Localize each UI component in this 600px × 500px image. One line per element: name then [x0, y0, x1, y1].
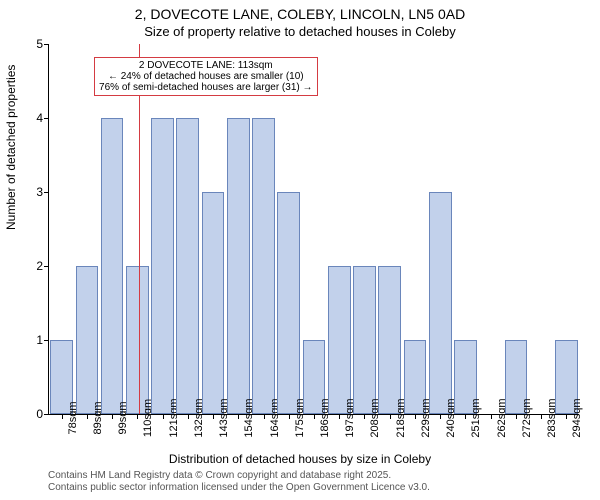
annotation-line1: 2 DOVECOTE LANE: 113sqm: [99, 60, 312, 71]
xtick-mark: [566, 414, 567, 419]
plot-area: 01234578sqm89sqm99sqm110sqm121sqm132sqm1…: [48, 44, 579, 415]
xtick-mark: [289, 414, 290, 419]
ytick-label: 0: [36, 407, 43, 421]
histogram-bar: [277, 192, 300, 414]
histogram-bar: [126, 266, 149, 414]
xtick-mark: [465, 414, 466, 419]
reference-vline: [139, 44, 140, 414]
histogram-bar: [151, 118, 174, 414]
ytick-label: 3: [36, 185, 43, 199]
ytick-mark: [44, 266, 49, 267]
xtick-mark: [415, 414, 416, 419]
xtick-mark: [541, 414, 542, 419]
histogram-bar: [202, 192, 225, 414]
histogram-bar: [76, 266, 99, 414]
xtick-mark: [440, 414, 441, 419]
xtick-mark: [137, 414, 138, 419]
ytick-mark: [44, 192, 49, 193]
histogram-bar: [328, 266, 351, 414]
histogram-bar: [353, 266, 376, 414]
histogram-bar: [227, 118, 250, 414]
histogram-bar: [101, 118, 124, 414]
xtick-mark: [238, 414, 239, 419]
ytick-label: 5: [36, 37, 43, 51]
xtick-mark: [264, 414, 265, 419]
chart-container: 2, DOVECOTE LANE, COLEBY, LINCOLN, LN5 0…: [0, 0, 600, 500]
xtick-mark: [163, 414, 164, 419]
xtick-mark: [516, 414, 517, 419]
xtick-label: 251sqm: [470, 398, 482, 437]
xtick-mark: [62, 414, 63, 419]
xtick-mark: [112, 414, 113, 419]
annotation-box: 2 DOVECOTE LANE: 113sqm← 24% of detached…: [94, 57, 317, 96]
footer-line1: Contains HM Land Registry data © Crown c…: [48, 470, 391, 481]
xtick-label: 294sqm: [571, 398, 583, 437]
ytick-mark: [44, 44, 49, 45]
annotation-line2: ← 24% of detached houses are smaller (10…: [99, 71, 312, 82]
xtick-mark: [364, 414, 365, 419]
annotation-line3: 76% of semi-detached houses are larger (…: [99, 82, 312, 93]
histogram-bar: [176, 118, 199, 414]
title-line2: Size of property relative to detached ho…: [0, 24, 600, 39]
histogram-bar: [429, 192, 452, 414]
xtick-mark: [339, 414, 340, 419]
histogram-bar: [378, 266, 401, 414]
xtick-mark: [390, 414, 391, 419]
xtick-mark: [491, 414, 492, 419]
xtick-mark: [314, 414, 315, 419]
footer-line2: Contains public sector information licen…: [48, 482, 430, 493]
ytick-mark: [44, 118, 49, 119]
xtick-mark: [87, 414, 88, 419]
ytick-label: 2: [36, 259, 43, 273]
histogram-bar: [252, 118, 275, 414]
ytick-label: 4: [36, 111, 43, 125]
title-line1: 2, DOVECOTE LANE, COLEBY, LINCOLN, LN5 0…: [0, 6, 600, 22]
ytick-mark: [44, 414, 49, 415]
ytick-label: 1: [36, 333, 43, 347]
xtick-mark: [188, 414, 189, 419]
xtick-label: 272sqm: [521, 398, 533, 437]
y-axis-label: Number of detached properties: [4, 65, 18, 230]
x-axis-label: Distribution of detached houses by size …: [0, 452, 600, 466]
ytick-mark: [44, 340, 49, 341]
xtick-mark: [213, 414, 214, 419]
